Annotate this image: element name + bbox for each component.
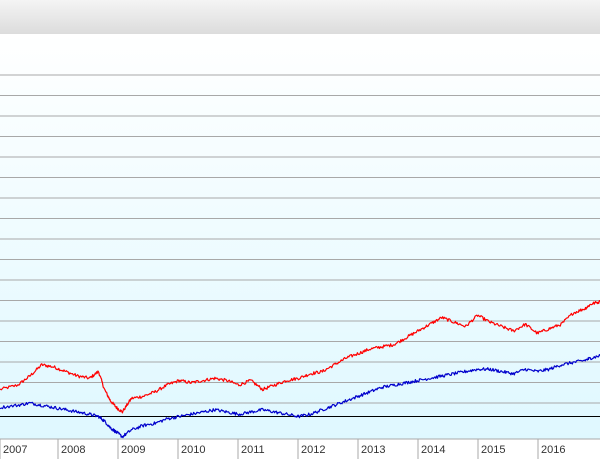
x-tick-label-2013: 2013 [361, 444, 385, 456]
x-tick-label-2012: 2012 [301, 444, 325, 456]
series-layer [0, 300, 600, 439]
x-tick-label-2011: 2011 [241, 444, 265, 456]
x-tick-label-2010: 2010 [181, 444, 205, 456]
series-line-0 [0, 300, 600, 414]
x-tick-label-2008: 2008 [61, 444, 85, 456]
x-tick-label-2007: 2007 [3, 444, 27, 456]
x-tick-label-2016: 2016 [541, 444, 565, 456]
x-tick-label-2014: 2014 [421, 444, 445, 456]
x-axis: 2007 2008 2009 2010 2011 2012 2013 2014 2015 2016 [0, 439, 565, 459]
header-bar [0, 0, 600, 34]
series-line-1 [0, 354, 600, 439]
x-tick-label-2009: 2009 [121, 444, 145, 456]
grid-lines [0, 74, 600, 440]
x-tick-label-2015: 2015 [481, 444, 505, 456]
